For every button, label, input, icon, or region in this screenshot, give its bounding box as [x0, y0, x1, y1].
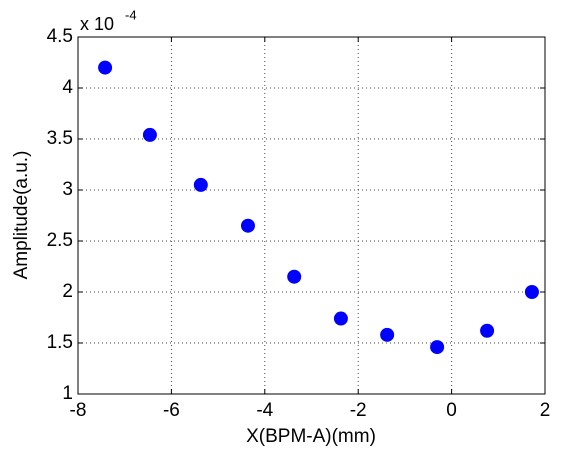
x-tick-label: -8 [70, 400, 87, 421]
y-tick-label: 4 [62, 77, 73, 98]
y-tick-label: 1 [62, 383, 73, 404]
y-multiplier: x 10 [80, 14, 114, 34]
data-point [142, 127, 157, 142]
x-tick-label: -4 [256, 400, 273, 421]
y-tick-label: 2 [62, 281, 73, 302]
y-tick-label: 3.5 [47, 128, 73, 149]
data-point [480, 323, 495, 338]
x-tick-label: 2 [540, 400, 551, 421]
data-point [240, 218, 255, 233]
x-axis-label: X(BPM-A)(mm) [246, 426, 376, 447]
data-point [193, 177, 208, 192]
data-point [380, 327, 395, 342]
y-axis-label: Amplitude(a.u.) [11, 151, 32, 280]
data-point [287, 269, 302, 284]
y-tick-label: 3 [62, 179, 73, 200]
data-point [524, 285, 539, 299]
y-tick-label: 4.5 [47, 26, 73, 47]
x-tick-label: -2 [350, 400, 367, 421]
data-point [98, 60, 113, 75]
plot-frame [77, 36, 546, 395]
y-tick-label: 1.5 [47, 332, 73, 353]
x-tick-label: -6 [163, 400, 180, 421]
data-point [430, 340, 445, 355]
x-tick-label: 0 [446, 400, 457, 421]
y-exponent: -4 [125, 7, 137, 22]
y-tick-label: 2.5 [47, 230, 73, 251]
data-point [333, 311, 348, 326]
